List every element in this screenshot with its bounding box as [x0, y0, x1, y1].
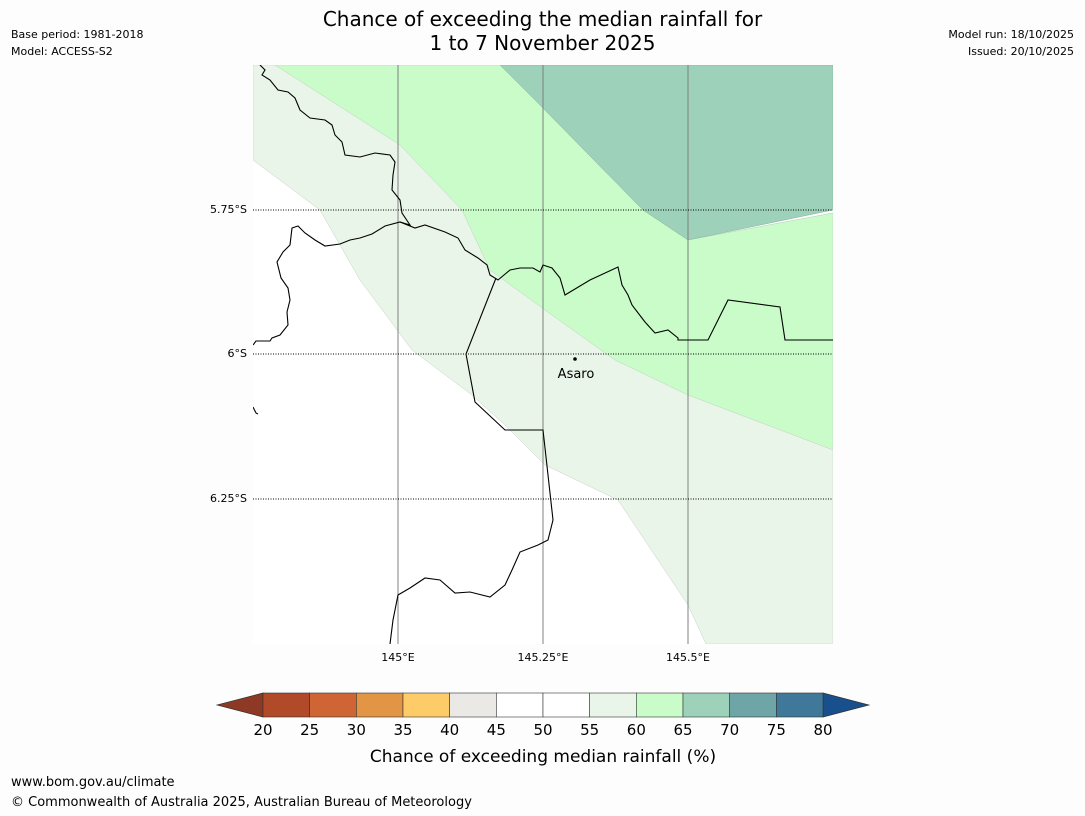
run-info: Model run: 18/10/2025 Issued: 20/10/2025 — [948, 26, 1074, 60]
colorbar-tick-label: 70 — [720, 721, 739, 739]
place-marker-asaro — [573, 357, 577, 361]
lat-label-6: 6°S — [228, 347, 247, 360]
colorbar-tick-label: 75 — [767, 721, 786, 739]
title-line-2: 1 to 7 November 2025 — [429, 31, 656, 55]
colorbar-segment — [309, 692, 357, 718]
lat-label-6-25: 6.25°S — [210, 492, 247, 505]
colorbar-segment — [682, 692, 730, 718]
colorbar-segment — [776, 692, 824, 718]
base-period-text: Base period: 1981-2018 — [11, 28, 144, 41]
place-label-asaro: Asaro — [558, 367, 595, 382]
lon-label-145-25: 145.25°E — [518, 651, 569, 664]
colorbar-high-extend — [822, 692, 871, 718]
colorbar-tick-label: 80 — [813, 721, 832, 739]
boundary-southern — [389, 277, 554, 644]
colorbar-tick-label: 20 — [253, 721, 272, 739]
colorbar-title: Chance of exceeding median rainfall (%) — [370, 747, 716, 767]
colorbar-tick-label: 65 — [673, 721, 692, 739]
boundary-ridge — [399, 221, 833, 341]
lon-label-145: 145°E — [381, 651, 414, 664]
lon-label-145-5: 145.5°E — [666, 651, 710, 664]
title-line-1: Chance of exceeding the median rainfall … — [322, 7, 763, 31]
colorbar-tick-label: 50 — [533, 721, 552, 739]
colorbar-segment — [402, 692, 450, 718]
colorbar-segment — [589, 692, 637, 718]
footer-copyright: © Commonwealth of Australia 2025, Austra… — [11, 795, 472, 810]
colorbar-segment — [356, 692, 404, 718]
colorbar: 20 25 30 35 40 45 50 55 60 65 70 75 80 Chance of exc… — [215, 692, 871, 767]
model-info: Base period: 1981-2018 Model: ACCESS-S2 — [11, 26, 143, 60]
colorbar-tick-label: 60 — [627, 721, 646, 739]
colorbar-segment — [636, 692, 684, 718]
colorbar-tick-label: 30 — [347, 721, 366, 739]
colorbar-tick-label: 40 — [440, 721, 459, 739]
map-panel — [253, 65, 833, 644]
chart-title: Chance of exceeding the median rainfall … — [0, 7, 1085, 55]
colorbar-segment — [449, 692, 497, 718]
model-run-text: Model run: 18/10/2025 — [948, 28, 1074, 41]
colorbar-low-extend — [215, 692, 264, 718]
footer-url[interactable]: www.bom.gov.au/climate — [11, 775, 175, 790]
lat-label-5-75: 5.75°S — [210, 203, 247, 216]
colorbar-segment — [262, 692, 310, 718]
colorbar-segment — [542, 692, 590, 718]
colorbar-tick-label: 35 — [393, 721, 412, 739]
issued-text: Issued: 20/10/2025 — [967, 45, 1074, 58]
model-text: Model: ACCESS-S2 — [11, 45, 113, 58]
colorbar-tick-label: 45 — [487, 721, 506, 739]
colorbar-tick-label: 55 — [580, 721, 599, 739]
colorbar-tick-label: 25 — [300, 721, 319, 739]
boundary-fragment — [253, 406, 259, 415]
colorbar-segment — [729, 692, 777, 718]
colorbar-segment — [496, 692, 544, 718]
